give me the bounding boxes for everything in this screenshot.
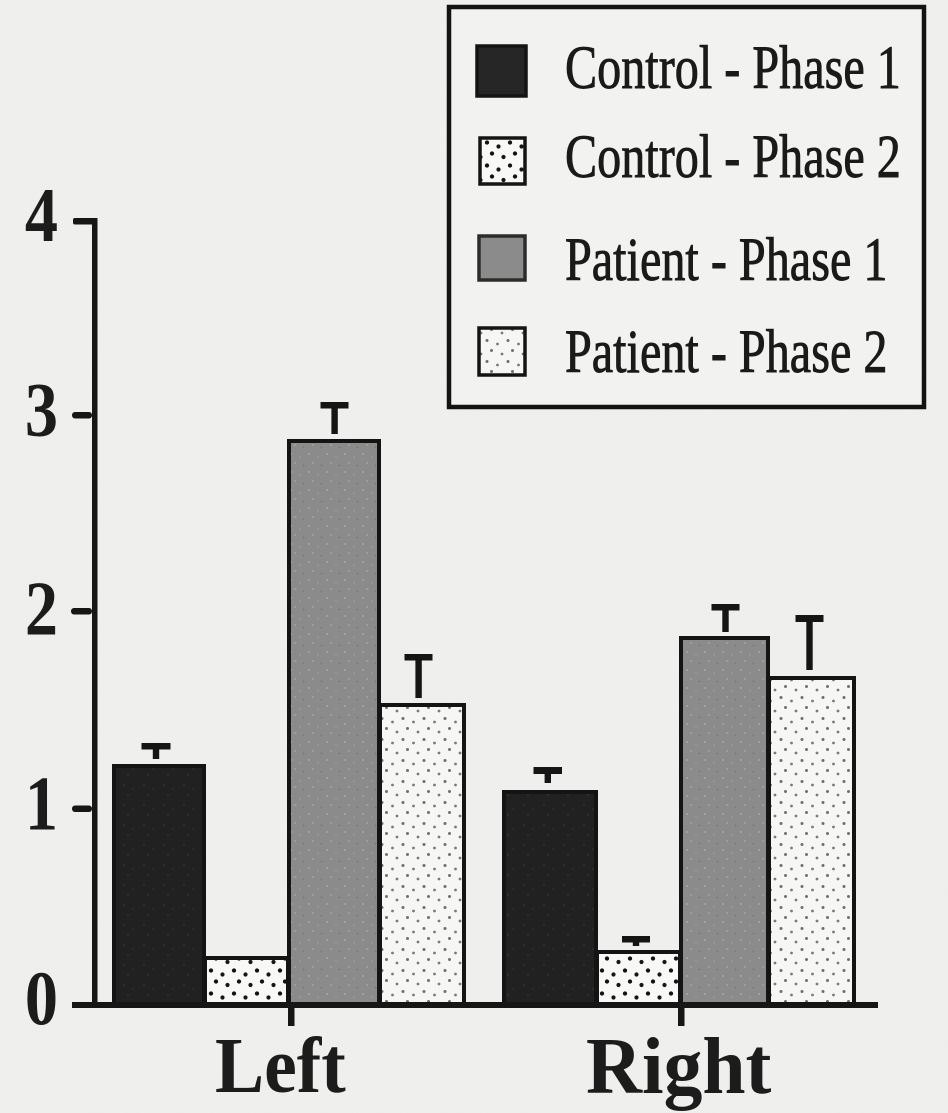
svg-text:2: 2 — [25, 566, 58, 652]
svg-text:Patient - Phase 2: Patient - Phase 2 — [565, 318, 887, 386]
svg-text:4: 4 — [25, 172, 58, 258]
svg-text:Control - Phase 1: Control - Phase 1 — [565, 34, 901, 102]
svg-text:1: 1 — [25, 761, 58, 847]
svg-text:Control - Phase 2: Control - Phase 2 — [565, 123, 901, 191]
svg-text:3: 3 — [25, 367, 58, 453]
svg-text:Patient - Phase 1: Patient - Phase 1 — [565, 226, 887, 294]
svg-text:Left: Left — [215, 1021, 346, 1109]
svg-text:Right: Right — [586, 1023, 771, 1111]
svg-text:0: 0 — [25, 955, 58, 1041]
